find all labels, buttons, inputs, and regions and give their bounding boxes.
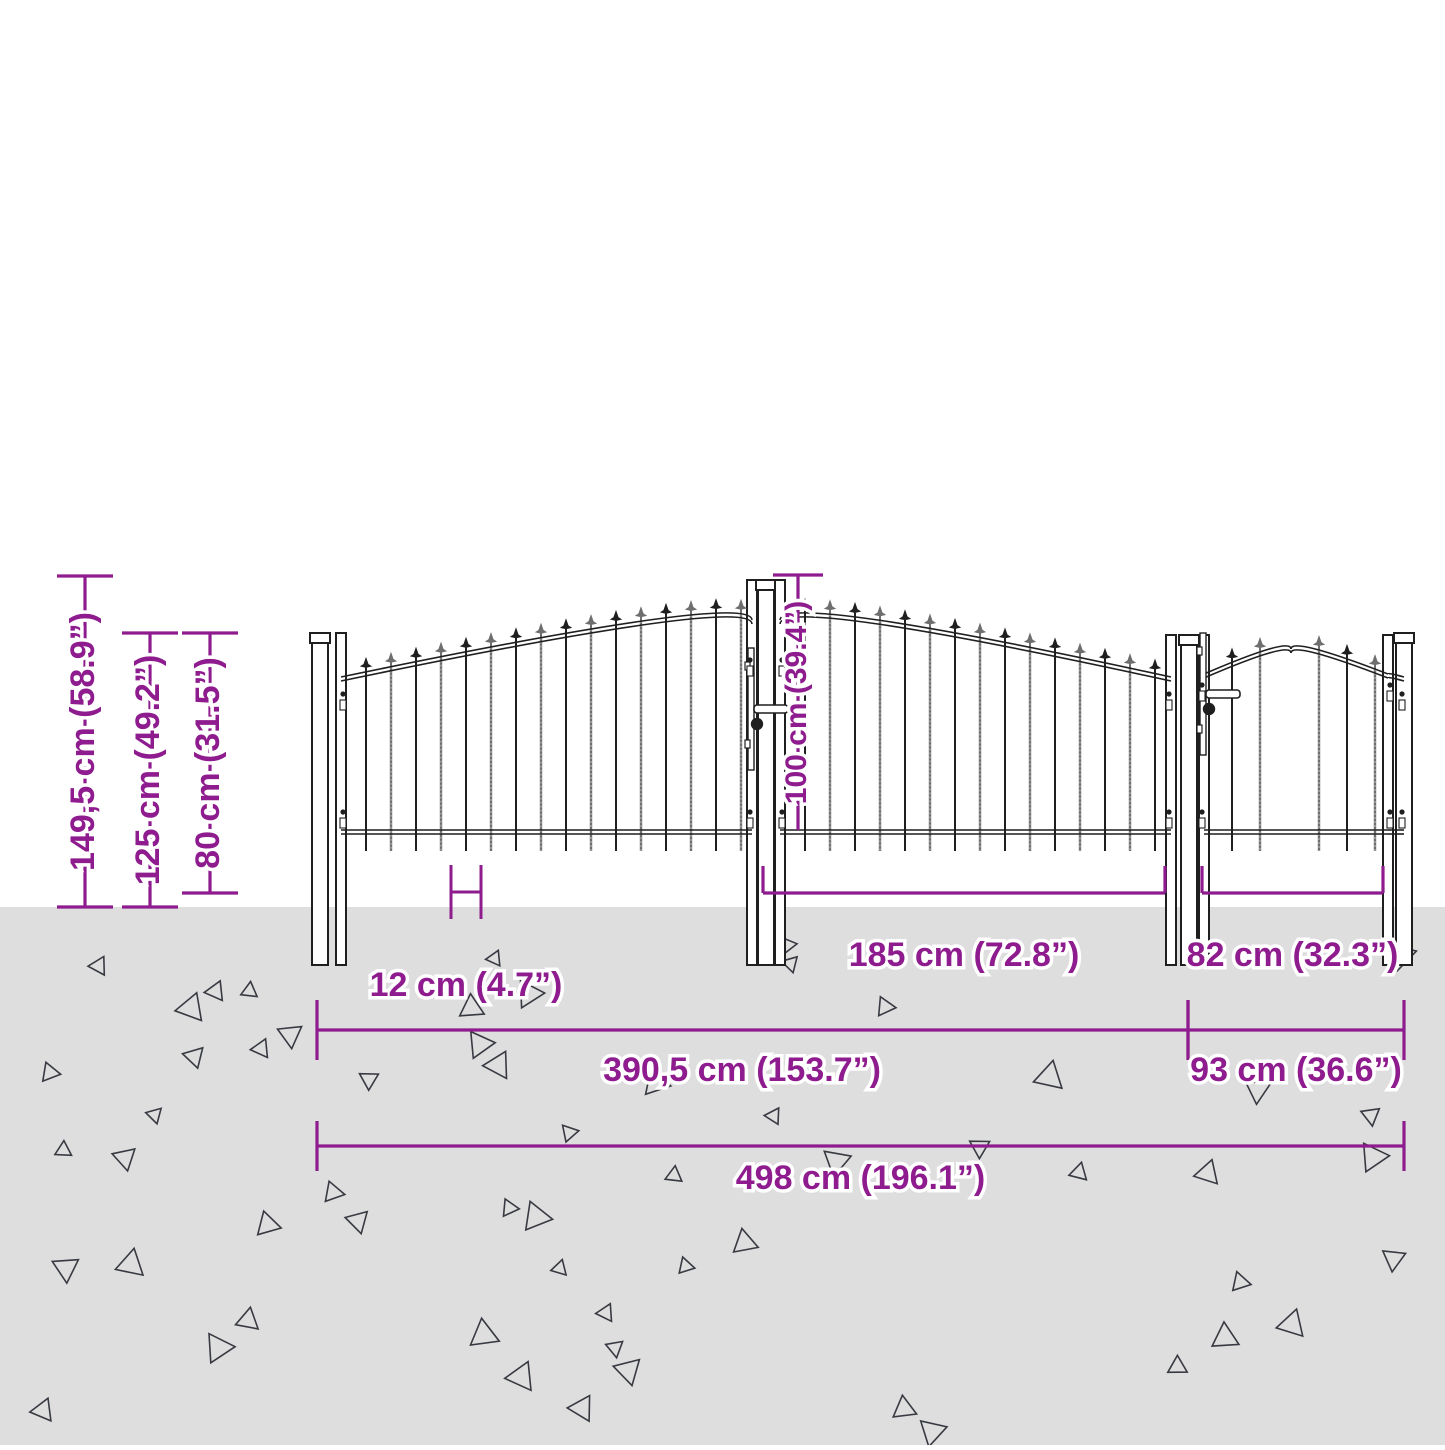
svg-text:93 cm (36.6”): 93 cm (36.6”)	[1190, 1051, 1402, 1089]
svg-text:12 cm (4.7”): 12 cm (4.7”)	[370, 966, 563, 1004]
svg-text:390,5 cm (153.7”): 390,5 cm (153.7”)	[603, 1051, 881, 1089]
svg-text:82 cm (32.3”): 82 cm (32.3”)	[1187, 936, 1399, 974]
svg-text:100 cm (39.4”): 100 cm (39.4”)	[780, 601, 813, 804]
svg-text:125 cm (49.2”): 125 cm (49.2”)	[129, 655, 167, 886]
svg-text:185 cm (72.8”): 185 cm (72.8”)	[849, 936, 1080, 974]
svg-text:498 cm (196.1”): 498 cm (196.1”)	[736, 1159, 986, 1197]
svg-text:149,5 cm (58.9”): 149,5 cm (58.9”)	[64, 612, 102, 871]
svg-text:80 cm (31.5”): 80 cm (31.5”)	[189, 657, 227, 869]
